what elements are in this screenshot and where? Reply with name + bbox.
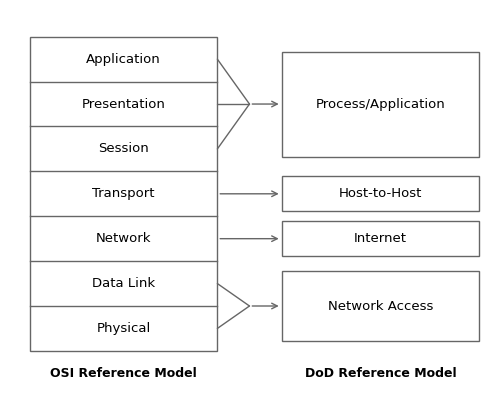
Text: Transport: Transport [92,187,155,200]
Text: Internet: Internet [354,232,407,245]
Bar [282,51,479,157]
Bar [282,176,479,211]
Text: Presentation: Presentation [82,98,165,111]
Text: OSI Reference Model: OSI Reference Model [50,367,197,380]
Text: Host-to-Host: Host-to-Host [339,187,422,200]
Bar [282,221,479,256]
Bar [30,37,217,351]
Text: Network Access: Network Access [328,299,433,313]
Text: Session: Session [98,142,149,155]
Text: Application: Application [86,53,161,66]
Bar [282,271,479,341]
Text: Data Link: Data Link [92,277,155,290]
Text: Process/Application: Process/Application [316,98,445,111]
Text: DoD Reference Model: DoD Reference Model [305,367,456,380]
Text: Physical: Physical [96,322,151,335]
Text: Network: Network [96,232,151,245]
